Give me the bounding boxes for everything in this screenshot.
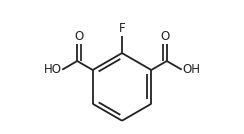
Text: OH: OH: [182, 63, 200, 76]
Text: O: O: [74, 30, 83, 43]
Text: F: F: [119, 22, 125, 35]
Text: HO: HO: [44, 63, 62, 76]
Text: O: O: [161, 30, 170, 43]
